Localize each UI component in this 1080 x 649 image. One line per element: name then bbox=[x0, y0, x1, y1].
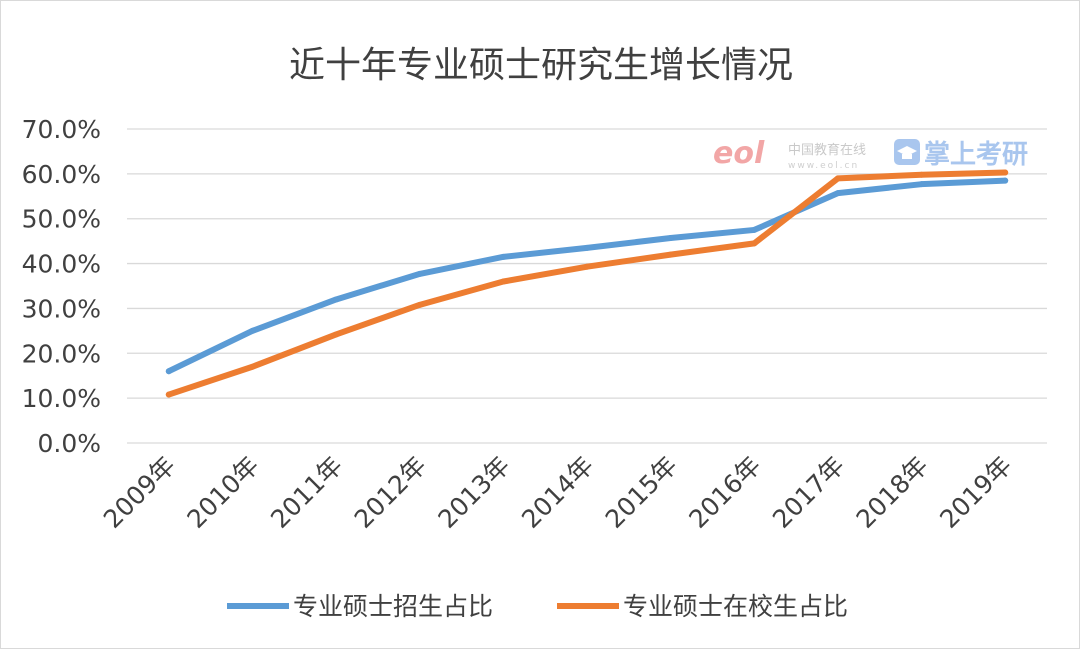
watermark-brand: 掌上考研 bbox=[924, 140, 1028, 170]
legend-label: 专业硕士在校生占比 bbox=[623, 592, 848, 621]
legend: 专业硕士招生占比 专业硕士在校生占比 bbox=[227, 592, 848, 621]
watermark-site-name: 中国教育在线 bbox=[788, 142, 866, 158]
data-point bbox=[165, 391, 172, 398]
x-tick-label: 2013年 bbox=[432, 451, 515, 534]
y-tick-label: 20.0% bbox=[22, 339, 101, 368]
y-tick-label: 30.0% bbox=[22, 294, 101, 323]
x-tick-label: 2017年 bbox=[767, 451, 850, 534]
watermark-site-url: www.eol.cn bbox=[788, 161, 859, 171]
data-point bbox=[918, 181, 925, 188]
graduation-cap-icon bbox=[894, 139, 920, 165]
data-point bbox=[500, 278, 507, 285]
y-tick-label: 0.0% bbox=[37, 429, 101, 458]
data-point bbox=[584, 263, 590, 270]
data-point bbox=[416, 270, 423, 277]
x-tick-label: 2010年 bbox=[182, 451, 265, 534]
data-point bbox=[834, 190, 841, 197]
series-line-2 bbox=[165, 169, 1009, 398]
x-tick-label: 2009年 bbox=[98, 451, 181, 534]
data-point bbox=[1002, 177, 1009, 184]
x-tick-label: 2018年 bbox=[851, 451, 934, 534]
x-tick-label: 2015年 bbox=[600, 451, 683, 534]
y-axis: 0.0% 10.0% 20.0% 30.0% 40.0% 50.0% 60.0% 70.0% bbox=[22, 115, 101, 458]
data-point bbox=[333, 296, 340, 303]
data-point bbox=[667, 251, 674, 258]
data-point bbox=[500, 253, 507, 260]
data-point bbox=[165, 368, 172, 375]
x-tick-label: 2019年 bbox=[934, 451, 1017, 534]
y-tick-label: 70.0% bbox=[22, 115, 101, 144]
series-lines bbox=[165, 169, 1009, 398]
x-tick-label: 2012年 bbox=[349, 451, 432, 534]
eol-logo: eol bbox=[713, 136, 765, 171]
data-point bbox=[751, 240, 758, 247]
legend-label: 专业硕士招生占比 bbox=[293, 592, 493, 621]
data-point bbox=[249, 327, 256, 334]
x-tick-label: 2016年 bbox=[683, 451, 766, 534]
x-tick-label: 2014年 bbox=[516, 451, 599, 534]
watermark: eol 中国教育在线 www.eol.cn 掌上考研 bbox=[713, 136, 1028, 171]
x-tick-label: 2011年 bbox=[265, 451, 348, 534]
data-point bbox=[751, 226, 758, 233]
data-point bbox=[834, 175, 841, 182]
data-point bbox=[333, 331, 340, 338]
y-tick-label: 10.0% bbox=[22, 384, 101, 413]
data-point bbox=[584, 244, 590, 251]
data-point bbox=[918, 171, 925, 178]
data-point bbox=[416, 301, 423, 308]
y-tick-label: 50.0% bbox=[22, 205, 101, 234]
data-point bbox=[667, 235, 674, 242]
y-tick-label: 60.0% bbox=[22, 160, 101, 189]
data-point bbox=[249, 363, 256, 370]
data-point bbox=[1002, 169, 1009, 176]
series-line-1 bbox=[165, 177, 1009, 375]
x-axis: 2009年 2010年 2011年 2012年 2013年 2014年 2015年 2016年… bbox=[98, 451, 1018, 534]
chart-title: 近十年专业硕士研究生增长情况 bbox=[289, 45, 793, 86]
y-tick-label: 40.0% bbox=[22, 250, 101, 279]
